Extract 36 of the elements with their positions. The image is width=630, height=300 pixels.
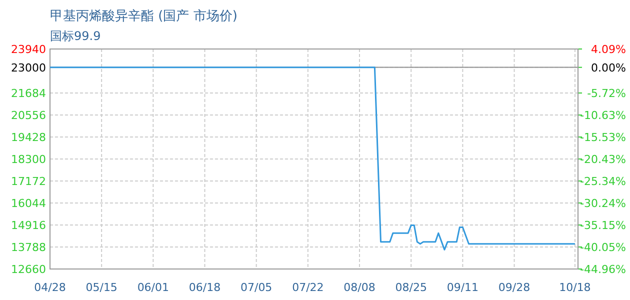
x-tick-label: 06/01 [137,281,170,294]
y2-tick-label: 4.09% [591,43,626,56]
y2-tick-label: -40.05% [580,240,626,254]
y-tick-label: 18300 [11,153,46,166]
x-tick-label: 10/18 [559,281,591,294]
y2-tick-label: -44.96% [580,263,626,276]
y2-tick-label: 0.00% [591,61,626,74]
y2-tick-label: -35.15% [580,219,626,232]
y-tick-label: 13788 [11,241,46,254]
y-tick-label: 17172 [11,175,46,188]
y-tick-label: 14916 [11,219,46,232]
y2-tick-label: -20.43% [580,152,626,166]
x-tick-label: 07/22 [292,281,324,294]
y2-tick-label: -30.24% [580,196,626,210]
y-tick-label: 23940 [11,43,46,56]
x-tick-label: 04/28 [34,281,66,294]
y2-tick-label: -25.34% [580,175,626,188]
x-tick-label: 05/15 [86,281,118,294]
x-tick-label: 08/25 [395,281,427,294]
y-tick-label: 12660 [11,263,46,276]
x-tick-label: 08/08 [344,281,376,294]
chart-title: 甲基丙烯酸异辛酯 (国产 市场价) [50,9,238,24]
y2-tick-label: -10.63% [580,109,626,122]
y-tick-label: 20556 [11,109,46,122]
y2-tick-label: -5.72% [587,87,626,100]
y-tick-label: 16044 [11,197,46,210]
x-tick-label: 06/18 [188,281,221,294]
x-tick-label: 09/28 [498,281,530,294]
y2-tick-label: -15.53% [580,131,626,144]
y-tick-label: 19428 [11,131,46,144]
x-tick-label: 07/05 [240,281,272,294]
chart-subtitle: 国标99.9 [50,29,101,43]
y-tick-label: 23000 [11,61,46,74]
line-series [49,66,576,250]
x-tick-label: 09/11 [446,281,479,294]
y-tick-label: 21684 [11,87,46,100]
